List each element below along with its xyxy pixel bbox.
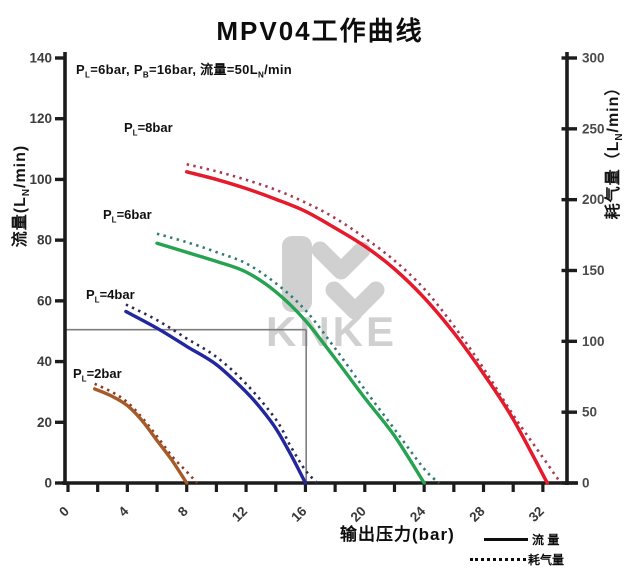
left-axis-tick-label: 140 [29,51,52,66]
curve-pl2-air [94,382,199,484]
curve-pl8-flow [184,170,550,485]
x-axis-tick-label: 0 [56,504,72,520]
watermark-text: KNKE [266,308,397,355]
x-axis-tick-label: 4 [116,503,132,519]
curve-pl6-flow [155,241,426,485]
chart-title: MPV04工作曲线 [216,16,424,46]
left-axis-tick-label: 100 [29,172,52,187]
curve-label-pl2: PL=2bar [73,366,122,384]
curve-pl2-flow [93,387,189,485]
right-axis-tick-label: 50 [582,405,597,420]
legend-label-flow: 流 量 [532,532,560,547]
x-axis-tick-label: 12 [229,504,250,525]
curve-pl4-air [125,303,319,484]
curve-label-pl8: PL=8bar [124,120,173,138]
curve-label-pl4: PL=4bar [86,287,135,305]
right-axis-title: 耗气量（LN/min） [605,78,626,220]
dotted-line-symbol [470,557,526,561]
right-axis-tick-label: 0 [582,476,590,491]
right-axis-tick-label: 200 [582,192,605,207]
left-axis-tick-label: 40 [37,354,52,369]
left-axis-tick-label: 120 [29,111,52,126]
x-axis-tick-label: 8 [175,503,191,519]
left-axis-title: 流量(LN/min) [12,144,33,248]
solid-line-symbol [484,537,528,541]
x-axis-title: 输出压力(bar) [340,525,455,544]
curve-pl6-air [156,232,440,484]
legend-item-flow: 流 量 [484,529,620,549]
left-axis-tick-label: 80 [37,233,52,248]
right-axis-tick-label: 250 [582,121,605,136]
curve-label-pl6: PL=6bar [103,207,152,225]
curve-pl8-air [186,163,562,484]
x-axis-tick-label: 28 [466,503,488,525]
legend: 流 量 耗气量 [470,529,620,569]
left-axis-tick-label: 0 [44,476,52,491]
left-axis-tick-label: 20 [37,415,52,430]
right-axis-tick-label: 100 [582,334,605,349]
left-axis-tick-label: 60 [37,293,52,308]
x-axis-tick-label: 16 [288,503,310,525]
x-axis-tick-label: 32 [526,504,547,525]
legend-item-air: 耗气量 [470,549,620,569]
right-axis-tick-label: 300 [582,51,605,66]
legend-label-air: 耗气量 [528,552,565,567]
curve-pl4-flow [124,309,308,485]
right-axis-tick-label: 150 [582,263,605,278]
condition-annotation: PL=6bar, PB=16bar, 流量=50LN/min [76,62,293,80]
watermark-logo: KNKE [266,236,397,355]
